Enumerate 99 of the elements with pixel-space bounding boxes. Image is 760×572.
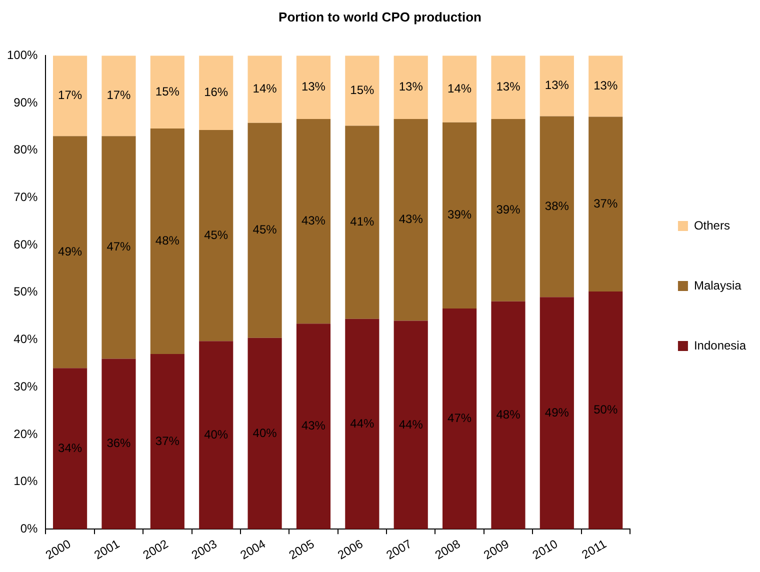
data-label: 50% (594, 402, 618, 417)
bar (296, 324, 331, 530)
y-tick-label: 0% (20, 521, 38, 536)
x-tick-label: 2011 (579, 536, 610, 562)
data-label: 38% (544, 198, 570, 213)
data-label: 36% (106, 436, 132, 450)
x-tick-label: 2005 (286, 536, 317, 562)
bar (52, 136, 88, 368)
y-tick-label: 30% (14, 379, 38, 394)
y-tick-label: 90% (14, 95, 38, 110)
legend-label: Indonesia (694, 338, 746, 352)
data-label: 16% (204, 85, 228, 100)
y-tick-label: 10% (14, 474, 38, 488)
data-label: 13% (301, 80, 326, 94)
data-label: 13% (594, 78, 618, 92)
bar (588, 56, 623, 117)
data-label: 13% (544, 78, 570, 92)
bar (345, 126, 380, 319)
y-tick-label: 60% (14, 237, 38, 252)
data-label: 39% (448, 208, 472, 222)
bar (199, 341, 234, 530)
data-label: 14% (448, 81, 472, 96)
legend-label: Others (694, 218, 730, 232)
bar (150, 56, 184, 129)
y-tick-label: 100% (6, 48, 38, 62)
data-label: 43% (398, 212, 424, 226)
y-tick-label: 20% (14, 426, 38, 441)
bar (52, 56, 88, 136)
chart-title: Portion to world CPO production (278, 9, 482, 24)
y-tick-label: 70% (14, 190, 38, 204)
x-tick-label: 2004 (238, 536, 268, 562)
bar (491, 119, 526, 302)
x-tick-label: 2010 (530, 536, 560, 562)
data-label: 17% (58, 88, 82, 102)
y-tick-label: 50% (14, 284, 38, 299)
data-label: 15% (155, 84, 180, 98)
bar (442, 122, 477, 308)
bar (296, 119, 331, 324)
data-label: 49% (544, 405, 570, 420)
x-tick-label: 2009 (481, 536, 512, 562)
data-label: 48% (155, 234, 180, 248)
data-label: 37% (155, 434, 180, 448)
x-tick-label: 2007 (384, 536, 414, 562)
bar (102, 358, 136, 530)
data-label: 44% (350, 416, 374, 430)
bar (345, 56, 380, 126)
bar (199, 130, 234, 342)
x-tick-label: 2001 (92, 536, 122, 562)
bar (442, 308, 477, 530)
data-label: 43% (301, 418, 326, 433)
bar (199, 56, 234, 130)
data-label: 37% (594, 196, 618, 210)
data-label: 45% (252, 222, 278, 237)
data-label: 41% (350, 214, 374, 229)
x-tick-label: 2003 (189, 536, 220, 562)
bar (248, 56, 282, 123)
bar (491, 56, 526, 120)
data-label: 44% (398, 417, 424, 432)
data-label: 48% (496, 408, 521, 422)
x-tick-label: 2002 (140, 536, 171, 562)
data-label: 43% (301, 214, 326, 228)
data-label: 45% (204, 228, 228, 242)
bar (296, 56, 331, 120)
data-label: 47% (448, 411, 472, 426)
data-label: 40% (252, 426, 278, 440)
bar (588, 291, 623, 530)
data-label: 47% (106, 240, 132, 254)
data-label: 15% (350, 82, 374, 97)
bar (491, 301, 526, 530)
bar (442, 56, 477, 122)
bar (540, 56, 574, 116)
bar (394, 119, 428, 321)
bar (248, 122, 282, 338)
data-label: 49% (58, 244, 82, 258)
data-label: 13% (398, 80, 424, 94)
bar (540, 116, 574, 298)
bar (150, 354, 184, 530)
x-tick-label: 2000 (43, 536, 74, 562)
data-label: 13% (496, 80, 521, 94)
data-label: 34% (58, 440, 82, 455)
legend-label: Malaysia (694, 278, 742, 292)
bar (102, 136, 136, 359)
bar (394, 320, 428, 530)
bar (102, 56, 136, 136)
data-label: 40% (204, 427, 228, 442)
bar (150, 128, 184, 354)
bar (52, 368, 88, 530)
bar (588, 116, 623, 292)
bar (345, 318, 380, 530)
bar (394, 56, 428, 120)
y-tick-label: 80% (14, 142, 38, 157)
bar (540, 297, 574, 530)
y-tick-label: 40% (14, 332, 38, 346)
bar (248, 338, 282, 530)
x-tick-label: 2008 (432, 536, 463, 562)
x-tick-label: 2006 (335, 536, 366, 562)
data-label: 14% (252, 82, 278, 96)
data-label: 39% (496, 202, 521, 217)
data-label: 17% (106, 88, 132, 102)
